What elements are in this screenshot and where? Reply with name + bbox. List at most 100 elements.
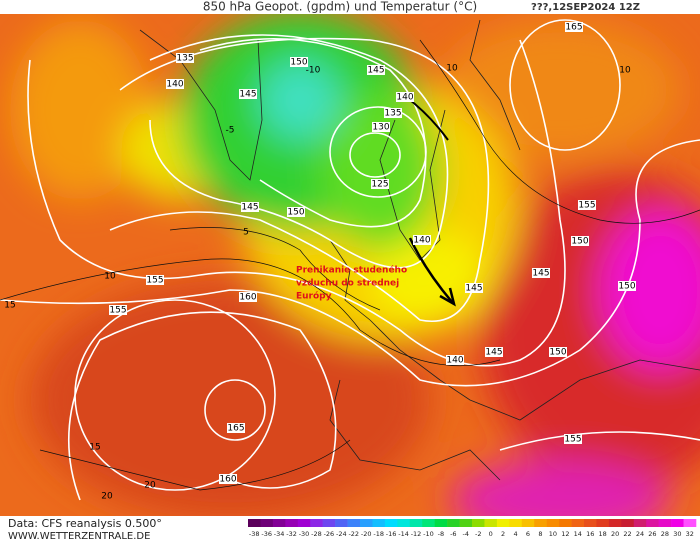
arrow-head bbox=[439, 287, 456, 307]
legend-tick-label: 10 bbox=[549, 530, 557, 538]
color-swatch bbox=[335, 519, 348, 527]
geopotential-label: 165 bbox=[565, 23, 582, 33]
legend-tick-label: 4 bbox=[513, 530, 517, 538]
date: ???,12SEP2024 12Z bbox=[531, 2, 640, 13]
label-box bbox=[532, 268, 550, 278]
label-box bbox=[109, 305, 127, 315]
title: 850 hPa Geopot. (gpdm) und Temperatur (°… bbox=[203, 0, 477, 14]
website: WWW.WETTERZENTRALE.DE bbox=[8, 531, 150, 541]
isotherm bbox=[419, 39, 700, 224]
legend-tick-label: -2 bbox=[475, 530, 481, 538]
color-swatch bbox=[671, 519, 684, 527]
label-box bbox=[367, 65, 385, 75]
color-swatch bbox=[285, 519, 299, 527]
color-swatch bbox=[658, 519, 672, 527]
label-box bbox=[384, 108, 402, 118]
label-box bbox=[371, 179, 389, 189]
geopotential-label: 155 bbox=[564, 435, 581, 445]
legend-tick-label: 20 bbox=[611, 530, 619, 538]
color-swatch bbox=[559, 519, 572, 527]
temperature-label: 10 bbox=[104, 272, 116, 282]
coastline bbox=[329, 379, 501, 481]
label-box bbox=[239, 89, 257, 99]
temperature-label: 15 bbox=[89, 443, 100, 453]
color-legend: -38 -36 -34 -32 -30 -28 -26 -24 -22 -20 -18 -16 -14-… bbox=[248, 519, 697, 538]
contour bbox=[67, 311, 337, 501]
isotherm bbox=[169, 227, 381, 311]
isotherm bbox=[0, 258, 501, 367]
color-swatch bbox=[608, 519, 622, 527]
legend-tick-label: 30 bbox=[673, 530, 681, 538]
label-box bbox=[618, 281, 636, 291]
legend-tick-label: -36 bbox=[261, 530, 272, 538]
color-swatch bbox=[571, 519, 585, 527]
legend-tick-label: -24 bbox=[336, 530, 347, 538]
color-swatch bbox=[310, 519, 323, 527]
geopotential-label: 145 bbox=[532, 269, 549, 279]
annotation: Prenikanie studeného bbox=[296, 265, 407, 276]
geopotential-label: 140 bbox=[166, 80, 183, 90]
geopotential-label: 155 bbox=[578, 201, 595, 211]
geopotential-label: 145 bbox=[239, 90, 256, 100]
geopotential-label: 125 bbox=[371, 180, 388, 190]
label-box bbox=[372, 122, 390, 132]
legend-tick-label: -18 bbox=[373, 530, 384, 538]
contour bbox=[199, 38, 427, 228]
legend-tick-label: 32 bbox=[686, 530, 694, 538]
geopotential-label: 150 bbox=[290, 58, 307, 68]
data-source: Data: CFS reanalysis 0.500° bbox=[8, 517, 162, 530]
legend-tick-label: -22 bbox=[348, 530, 359, 538]
color-swatch bbox=[621, 519, 635, 527]
geopotential-label: 165 bbox=[227, 424, 244, 434]
color-swatch bbox=[422, 519, 435, 527]
label-box bbox=[219, 474, 237, 484]
legend-tick-label: -6 bbox=[450, 530, 456, 538]
legend-tick-label: -16 bbox=[386, 530, 397, 538]
color-swatch bbox=[297, 519, 311, 527]
contour bbox=[499, 431, 700, 451]
geopotential-label: 145 bbox=[485, 348, 502, 358]
color-swatch bbox=[472, 519, 485, 527]
contour bbox=[149, 34, 449, 269]
color-swatch bbox=[521, 519, 535, 527]
label-box bbox=[176, 53, 194, 63]
geopotential-label: 155 bbox=[146, 276, 163, 286]
color-swatch bbox=[534, 519, 547, 527]
geopotential-label: 130 bbox=[372, 123, 389, 133]
color-swatch bbox=[272, 519, 286, 527]
label-box bbox=[485, 347, 503, 357]
contour bbox=[509, 19, 621, 151]
color-swatch bbox=[397, 519, 411, 527]
color-swatch bbox=[322, 519, 336, 527]
geopotential-label: 145 bbox=[465, 284, 482, 294]
legend-tick-label: -4 bbox=[463, 530, 469, 538]
label-box bbox=[564, 434, 582, 444]
legend-tick-label: 12 bbox=[561, 530, 569, 538]
legend-tick-label: -20 bbox=[361, 530, 372, 538]
color-swatch bbox=[384, 519, 398, 527]
legend-tick-label: -12 bbox=[411, 530, 422, 538]
map: 165 135 140 145 150 145 140 135 130 125 145 150 140 1… bbox=[0, 14, 700, 516]
geopotential-label: 150 bbox=[287, 208, 304, 218]
color-swatch bbox=[596, 519, 610, 527]
legend-tick-label: -38 bbox=[249, 530, 260, 538]
annotation: Európy bbox=[296, 291, 332, 302]
map-labels: 165 135 140 145 150 145 140 135 130 125 145 150 140 1… bbox=[4, 22, 636, 502]
label-box bbox=[166, 79, 184, 89]
legend-tick-label: 26 bbox=[648, 530, 656, 538]
label-box bbox=[227, 423, 245, 433]
color-swatch bbox=[347, 519, 361, 527]
arrow bbox=[408, 237, 453, 303]
geopotential-label: 140 bbox=[413, 236, 430, 246]
legend-tick-label: -8 bbox=[438, 530, 444, 538]
legend-tick-label: 2 bbox=[501, 530, 505, 538]
color-swatch bbox=[248, 519, 261, 527]
label-box bbox=[413, 235, 431, 245]
label-box bbox=[465, 283, 483, 293]
temperature-label: 15 bbox=[4, 301, 15, 311]
legend-tick-label: 24 bbox=[636, 530, 644, 538]
label-box bbox=[578, 200, 596, 210]
annotation: vzduchu do strednej bbox=[296, 279, 399, 289]
label-box bbox=[565, 22, 583, 32]
temperature-field bbox=[10, 14, 700, 516]
